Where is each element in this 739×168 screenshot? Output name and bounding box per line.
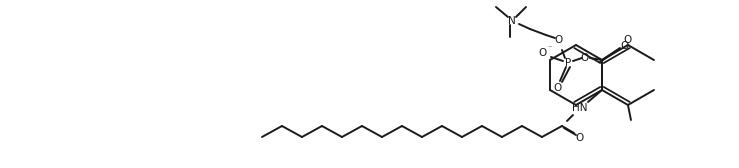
Text: O: O — [554, 83, 562, 93]
Text: P: P — [565, 58, 571, 68]
Text: HN: HN — [572, 103, 588, 113]
Text: ⁺: ⁺ — [516, 11, 520, 20]
Text: O: O — [581, 53, 589, 63]
Text: O: O — [624, 35, 632, 45]
Text: O: O — [555, 35, 563, 45]
Text: N: N — [508, 16, 516, 26]
Text: O: O — [621, 41, 629, 51]
Text: O: O — [576, 133, 584, 143]
Text: ⁻: ⁻ — [548, 44, 552, 52]
Text: O: O — [539, 48, 547, 58]
